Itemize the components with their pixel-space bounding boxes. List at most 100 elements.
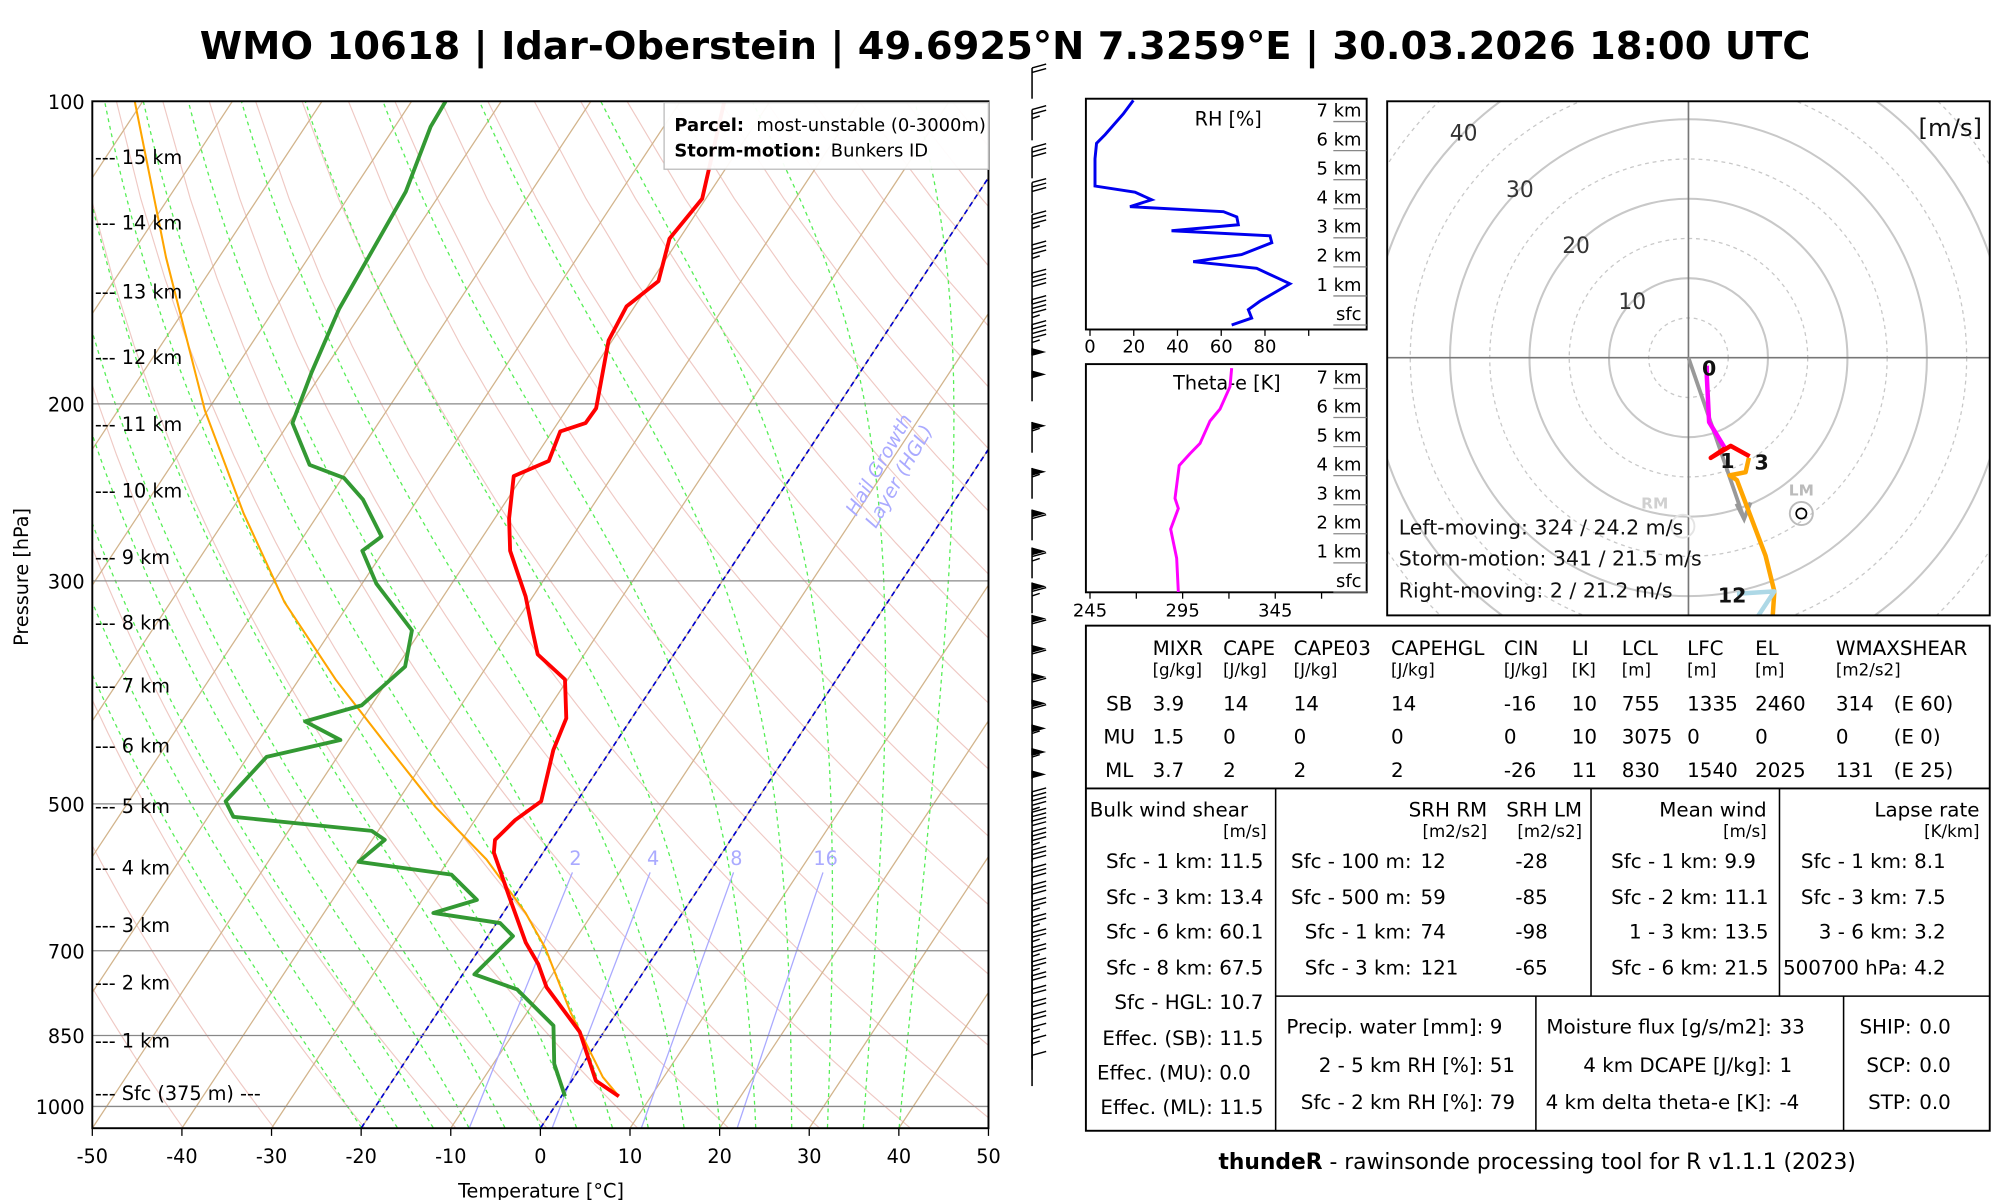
row-label: 1 - 3 km: xyxy=(1629,920,1718,943)
bulk-shear-row: Sfc - 8 km: 67.5 xyxy=(1106,956,1263,979)
pressure-tick-label: 300 xyxy=(48,571,85,594)
barb-full xyxy=(1031,513,1047,520)
barb-half xyxy=(1031,753,1040,758)
barb-full xyxy=(1031,889,1047,895)
barb-full xyxy=(1031,308,1047,314)
height-label: --- 8 km xyxy=(95,611,170,634)
right-mover-label: RM xyxy=(1641,494,1668,512)
barb-full xyxy=(1031,273,1047,279)
hodograph-ring-label: 10 xyxy=(1618,290,1646,315)
barb-flag xyxy=(1032,421,1047,430)
column-header: LFC xyxy=(1687,637,1723,660)
theta-e-height-label: 4 km xyxy=(1317,455,1362,476)
srh-rm-value: 12 xyxy=(1421,850,1446,873)
row-value: 8.1 xyxy=(1914,850,1946,873)
wind-barb xyxy=(1031,295,1047,331)
barb-half xyxy=(1031,806,1040,811)
row-value: 9.9 xyxy=(1724,850,1756,873)
table-cell: (E 0) xyxy=(1894,726,1941,749)
row-value: 11.5 xyxy=(1219,1027,1263,1050)
row-label: SB xyxy=(1106,692,1132,715)
srh-row: Sfc - 100 m: 12 -28 xyxy=(1291,850,1548,873)
barb-half xyxy=(1031,967,1040,972)
table-cell: 14 xyxy=(1223,692,1248,715)
height-label: --- 5 km xyxy=(95,795,170,818)
column-header: CAPE xyxy=(1223,637,1275,660)
table-row: SB 3.9 14 14 14 -16 10 755 1335 2460 314 (E 60) xyxy=(1106,692,1953,715)
theta-e-panel: Theta-e [K] 245 295 345 sfc 1 km 2 km 3 km 4 km… xyxy=(1073,363,1368,622)
barb-flag xyxy=(1032,370,1047,379)
rh-x-tick-label: 60 xyxy=(1210,337,1233,358)
barb-full xyxy=(1031,147,1047,153)
right-mover-marker xyxy=(1670,513,1696,539)
barb-full xyxy=(1031,704,1047,710)
row-value: 13.5 xyxy=(1724,920,1768,943)
wind-barb xyxy=(1031,177,1047,214)
pressure-tick-label: 200 xyxy=(48,394,85,417)
table-cell: 755 xyxy=(1622,692,1660,715)
rh-height-label: 5 km xyxy=(1317,159,1362,180)
barb-full xyxy=(1031,1010,1047,1016)
column-unit: [m2/s2] xyxy=(1836,661,1901,680)
storm-motion-text: Storm-motion: 341 / 21.5 m/s xyxy=(1399,546,1702,570)
barb-full xyxy=(1031,1014,1047,1020)
row-value: 0.0 xyxy=(1219,1061,1251,1084)
hodograph-height-mark: 3 xyxy=(1754,451,1768,475)
bulk-shear-row: Sfc - 3 km: 13.4 xyxy=(1106,886,1263,909)
pressure-tick-label: 700 xyxy=(48,940,85,963)
bulk-shear-row: Sfc - 6 km: 60.1 xyxy=(1106,920,1263,943)
barb-full xyxy=(1031,854,1047,860)
dewpoint-line xyxy=(223,101,567,1097)
rh-height-label: sfc xyxy=(1336,304,1362,325)
bulk-shear-row: Sfc - HGL: 10.7 xyxy=(1114,991,1263,1014)
barb-full xyxy=(1031,880,1047,886)
skew-t-background-lines xyxy=(92,101,989,1129)
dry-adiabat xyxy=(626,101,989,575)
rh-x-tick-label: 80 xyxy=(1254,337,1277,358)
table-cell: (E 25) xyxy=(1894,759,1954,782)
dcape-row: 4 km delta theta-e [K]: -4 xyxy=(1546,1091,1800,1114)
barb-full xyxy=(1031,63,1047,69)
row-label: 3 - 6 km: xyxy=(1819,920,1908,943)
table-cell: 1540 xyxy=(1687,759,1738,782)
srh-rm-value: 59 xyxy=(1421,886,1446,909)
barb-flag xyxy=(1032,699,1047,708)
rh-x-tick-label: 20 xyxy=(1122,337,1145,358)
srh-lm-value: -98 xyxy=(1515,920,1547,943)
barb-full xyxy=(1031,244,1047,251)
barb-full xyxy=(1031,299,1047,305)
dry-adiabat xyxy=(580,101,989,639)
barb-flag xyxy=(1032,614,1047,623)
barb-full xyxy=(1031,975,1047,981)
footer-tool-name: thundeR xyxy=(1218,1150,1322,1175)
hodograph-segment xyxy=(1708,443,1751,461)
table-cell: 0 xyxy=(1755,726,1768,749)
hodograph-ring-label: 40 xyxy=(1450,122,1478,147)
barb-flag xyxy=(1032,770,1047,779)
srh-rm-unit: [m2/s2] xyxy=(1422,822,1487,841)
hodograph: 10 20 30 40 0 1 3 12 LM RM [m/s] Left-moving: 324… xyxy=(1386,100,1991,617)
barb-flag xyxy=(1032,348,1047,356)
footer-description: - rawinsonde processing tool for R v1.1.… xyxy=(1323,1150,1856,1175)
mixing-ratio-label: 4 xyxy=(647,847,659,870)
isotherm xyxy=(181,101,861,1129)
row-label: Sfc - 1 km: xyxy=(1106,850,1213,873)
barb-full xyxy=(1031,320,1047,326)
moist-adiabat xyxy=(600,101,834,1128)
barb-full xyxy=(1031,619,1047,625)
barb-half xyxy=(1031,907,1040,912)
barb-full xyxy=(1031,872,1047,878)
rh-x-tick-label: 40 xyxy=(1166,337,1189,358)
mixing-ratio-line xyxy=(468,872,574,1128)
table-cell: 2 xyxy=(1391,759,1404,782)
moist-adiabat xyxy=(92,329,506,1128)
barb-full xyxy=(1031,863,1047,869)
row-label: Sfc - 1 km: xyxy=(1305,920,1412,943)
moist-adiabat xyxy=(92,432,470,1129)
section-unit: [m/s] xyxy=(1723,822,1767,841)
barb-full xyxy=(1031,912,1047,919)
column-unit: [m] xyxy=(1755,661,1784,680)
row-value: 11.5 xyxy=(1219,1096,1263,1119)
row-label: Effec. (ML): xyxy=(1100,1096,1212,1119)
lapse-rate-row: Sfc - 3 km: 7.5 xyxy=(1801,886,1946,909)
